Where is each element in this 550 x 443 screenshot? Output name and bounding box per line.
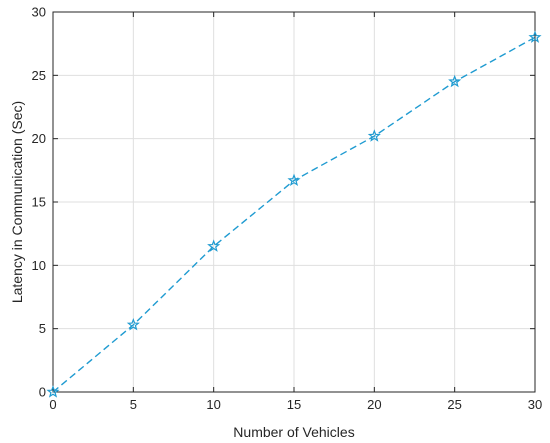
y-tick-label: 25 [32, 68, 46, 83]
y-tick-label: 5 [39, 321, 46, 336]
series-layer [46, 30, 542, 398]
data-point-marker [528, 30, 542, 43]
data-point-marker [207, 239, 221, 252]
y-tick-label: 10 [32, 258, 46, 273]
y-tick-label: 15 [32, 195, 46, 210]
y-tick-label: 0 [39, 385, 46, 400]
x-tick-label: 0 [49, 397, 56, 412]
y-tick-label: 30 [32, 5, 46, 20]
grid-lines [52, 11, 536, 393]
data-point-marker [448, 74, 462, 88]
x-tick-label: 5 [130, 397, 137, 412]
series-line [52, 36, 536, 393]
axis-ticks: 0 5 10 15 20 25 30 0 5 10 15 20 25 30 [32, 5, 543, 413]
data-point-marker [287, 173, 301, 187]
data-point-marker [126, 317, 140, 331]
x-tick-label: 20 [367, 397, 381, 412]
y-tick-label: 20 [32, 131, 46, 146]
data-point-marker [46, 385, 60, 398]
y-axis-label: Latency in Communication (Sec) [9, 101, 25, 303]
data-point-marker [367, 129, 381, 142]
x-tick-label: 15 [287, 397, 301, 412]
x-tick-label: 10 [206, 397, 220, 412]
x-axis-label: Number of Vehicles [233, 424, 354, 440]
x-tick-label: 30 [528, 397, 542, 412]
x-tick-label: 25 [447, 397, 461, 412]
